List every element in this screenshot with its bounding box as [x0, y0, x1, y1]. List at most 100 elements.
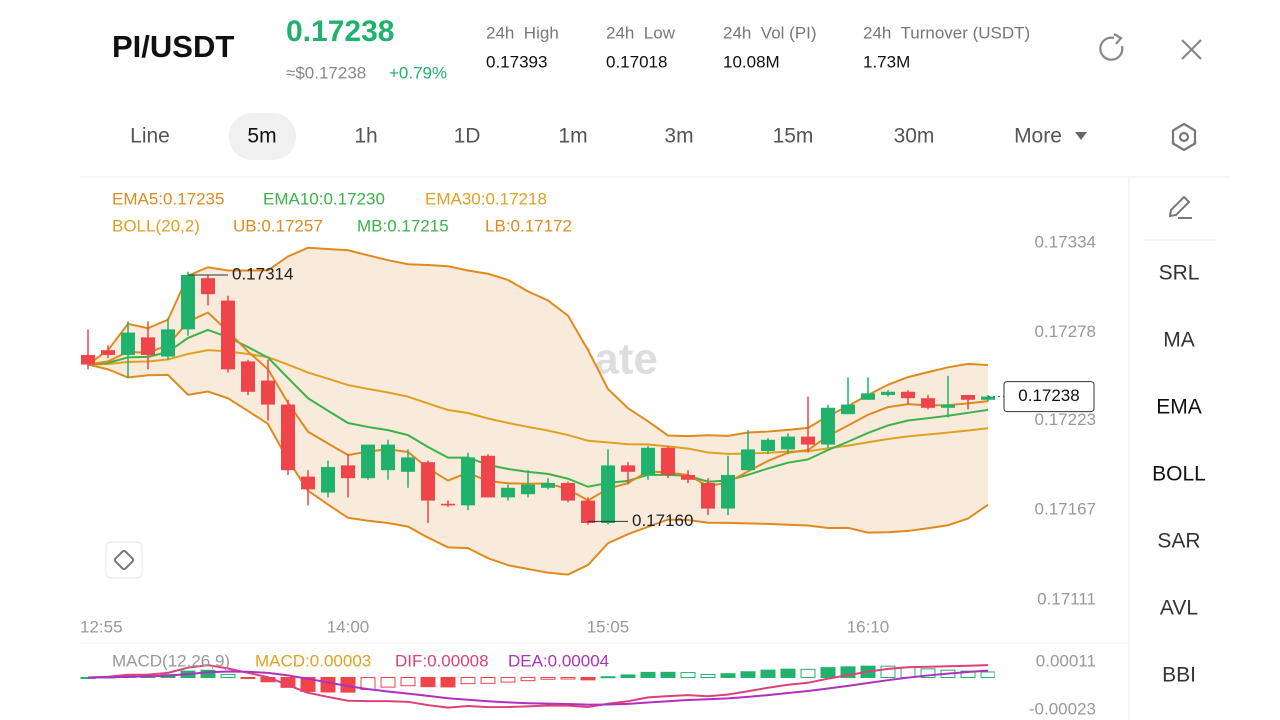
macd-bar — [600, 676, 616, 679]
indicator-button[interactable]: SAR — [1157, 530, 1200, 553]
macd-bar — [920, 668, 936, 678]
candle-body — [581, 500, 595, 523]
tab[interactable]: 1D — [454, 125, 481, 148]
y-tick-label: 0.17167 — [1035, 500, 1096, 519]
tab-selected[interactable]: 5m — [247, 125, 276, 148]
macd-bar — [240, 676, 256, 680]
candle-body — [861, 393, 875, 400]
indicator-label: DEA:0.00004 — [508, 651, 609, 670]
macd-bar — [880, 665, 896, 678]
dea-line — [87, 669, 989, 706]
stat-value: 0.17018 — [606, 52, 667, 71]
macd-bar — [500, 676, 516, 683]
indicator-label: EMA30:0.17218 — [425, 189, 547, 208]
tab[interactable]: 15m — [773, 125, 814, 148]
macd-bar — [980, 671, 995, 678]
stat-value: 10.08M — [723, 52, 780, 71]
boll-lower — [87, 363, 989, 576]
macd-bar — [660, 671, 676, 678]
indicator-label: MB:0.17215 — [357, 216, 449, 235]
macd-bar — [380, 676, 396, 688]
macd-bar — [540, 676, 556, 680]
candle-body — [701, 482, 715, 509]
candle-body — [221, 300, 235, 370]
price-chart — [81, 246, 995, 576]
candle-body — [421, 462, 435, 501]
close-button[interactable] — [1181, 39, 1202, 60]
tab-more[interactable]: More — [1014, 125, 1062, 148]
rotate-button[interactable] — [105, 541, 143, 579]
candle-body — [801, 436, 815, 445]
settings-button[interactable] — [1171, 122, 1197, 152]
candle-body — [401, 457, 415, 472]
stat-value: 1.73M — [863, 52, 910, 71]
indicator-label: UB:0.17257 — [233, 216, 323, 235]
dropdown-arrow — [1075, 132, 1087, 140]
macd-bar — [820, 667, 836, 678]
candle-body — [781, 436, 795, 450]
candle-body — [941, 404, 955, 408]
macd-bar — [700, 673, 716, 678]
candle-body — [241, 361, 255, 392]
indicator-button[interactable]: EMA — [1156, 396, 1202, 419]
candle-body — [961, 394, 975, 400]
indicator-button[interactable]: MA — [1163, 329, 1195, 352]
candle-body — [121, 332, 135, 355]
tab[interactable]: 1m — [558, 125, 587, 148]
indicator-button[interactable]: SRL — [1159, 262, 1200, 285]
candle-body — [561, 482, 575, 501]
candle-body — [821, 407, 835, 445]
candle-body — [141, 337, 155, 355]
candle-body — [921, 398, 935, 408]
indicator-button[interactable]: BOLL — [1152, 463, 1206, 486]
macd-bar — [220, 673, 236, 678]
indicator-button[interactable]: AVL — [1160, 597, 1198, 620]
macd-bar — [800, 668, 816, 678]
y-tick-label: 0.17111 — [1037, 589, 1096, 608]
candle-body — [481, 455, 495, 498]
macd-tick-label: 0.00011 — [1036, 651, 1096, 670]
candle-body — [541, 482, 555, 488]
x-tick-label: 12:55 — [80, 617, 123, 636]
stat-label: 24h High — [486, 23, 559, 42]
candle-body — [261, 380, 275, 405]
last-price-box — [1003, 381, 1095, 413]
macd-bar — [440, 676, 456, 688]
macd-bar — [620, 674, 636, 678]
macd-bar — [720, 673, 736, 678]
candle-body — [601, 465, 615, 523]
candle-body — [461, 457, 475, 506]
x-tick-label: 16:10 — [847, 617, 890, 636]
macd-chart — [80, 664, 995, 709]
candle-body — [161, 329, 175, 357]
candle-body — [101, 350, 115, 355]
stat-label: 24h Turnover (USDT) — [863, 23, 1030, 42]
macd-bar — [320, 676, 336, 693]
y-tick-label: 0.17278 — [1035, 322, 1096, 341]
candle-body — [201, 278, 215, 295]
indicator-label: EMA5:0.17235 — [112, 189, 224, 208]
high-annotation: 0.17314 — [232, 264, 293, 283]
tab[interactable]: 1h — [354, 125, 377, 148]
price: 0.17238 — [286, 15, 394, 48]
macd-bar — [680, 672, 696, 678]
tab[interactable]: 30m — [894, 125, 935, 148]
indicator-button[interactable]: BBI — [1162, 664, 1196, 687]
refresh-button[interactable] — [1099, 33, 1124, 61]
ema-line — [87, 349, 989, 455]
tab[interactable]: 3m — [664, 125, 693, 148]
candle-body — [281, 404, 295, 471]
candle-body — [841, 404, 855, 415]
macd-bar — [760, 669, 776, 678]
boll-band — [88, 247, 988, 575]
draw-button[interactable] — [1168, 195, 1192, 219]
candle-body — [721, 474, 735, 509]
candle-body — [981, 396, 995, 400]
candle-body — [301, 476, 315, 490]
tab[interactable]: Line — [130, 125, 170, 148]
macd-bar — [900, 666, 916, 678]
candle-body — [741, 449, 755, 471]
candle-body — [81, 354, 95, 365]
pair: PI/USDT — [112, 29, 234, 64]
boll-upper — [87, 246, 989, 438]
